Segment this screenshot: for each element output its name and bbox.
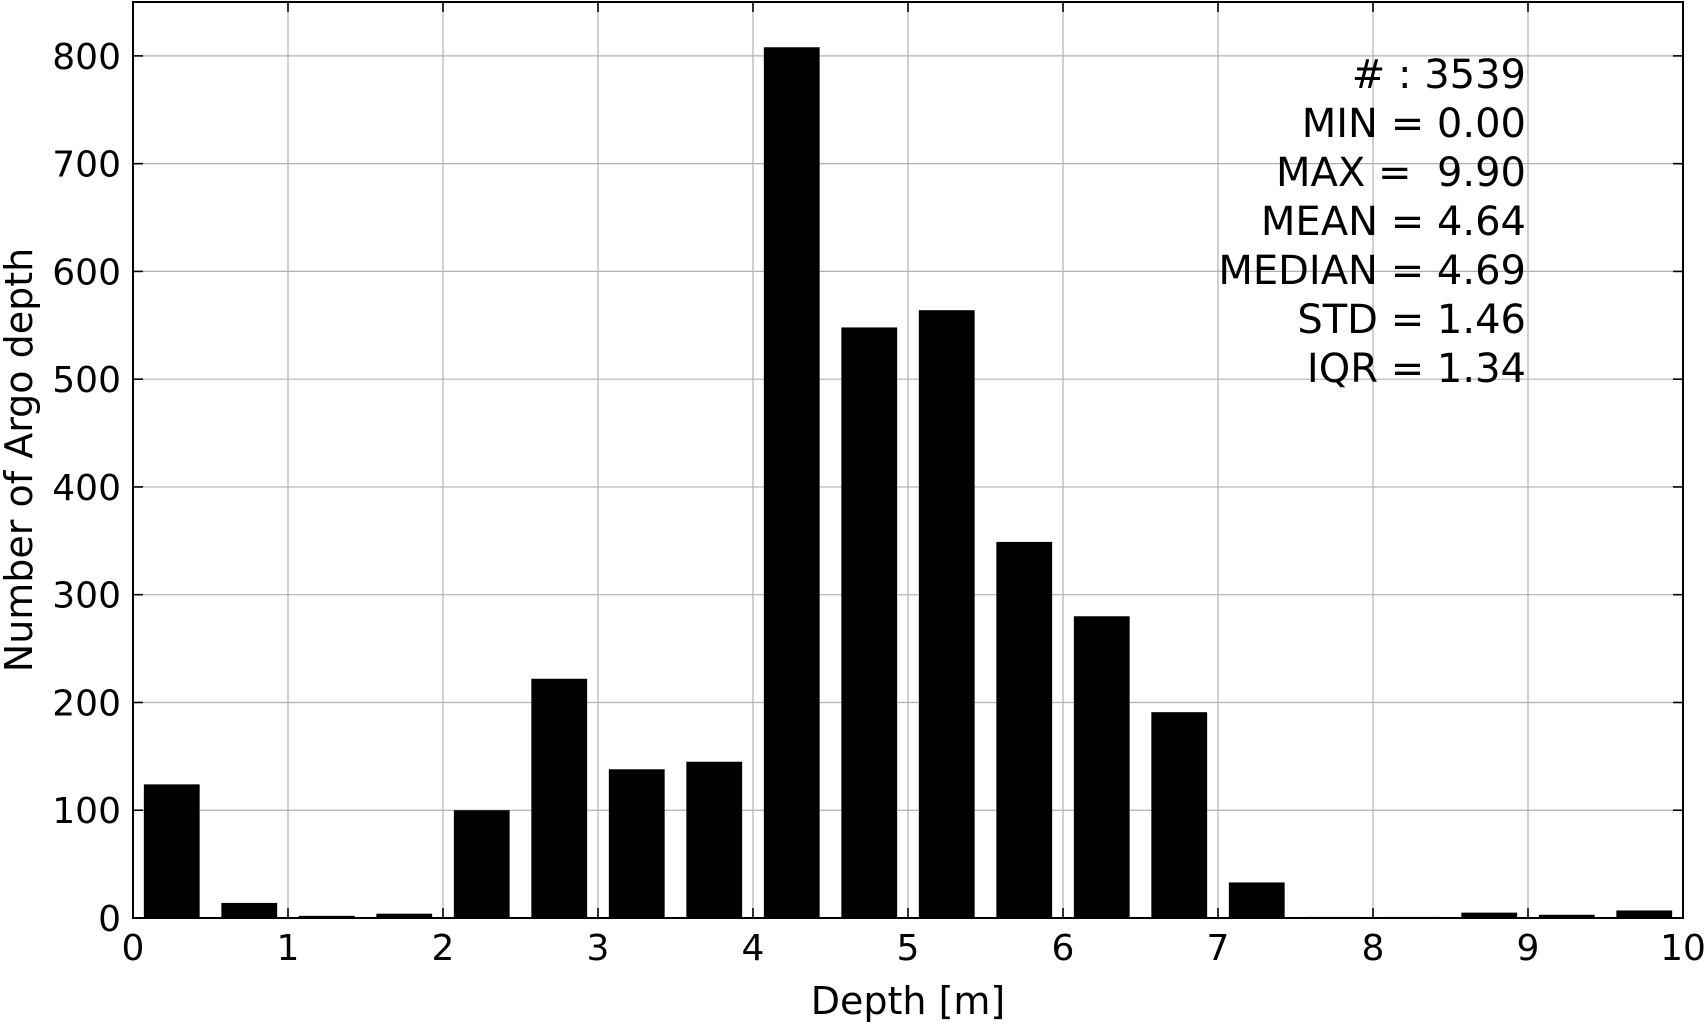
histogram-bar	[996, 541, 1053, 918]
y-tick-label: 600	[52, 252, 121, 293]
histogram-bar	[1616, 910, 1673, 918]
histogram-bar	[221, 902, 278, 918]
stats-line: STD = 1.46	[1297, 297, 1526, 343]
x-tick-label: 4	[742, 928, 765, 969]
stats-line: MEAN = 4.64	[1261, 199, 1526, 245]
x-axis-label: Depth [m]	[811, 979, 1006, 1023]
histogram-bar	[376, 913, 433, 918]
histogram-bar	[1228, 882, 1285, 918]
stats-line: IQR = 1.34	[1307, 346, 1526, 392]
x-tick-label: 2	[432, 928, 455, 969]
histogram-bar	[918, 310, 975, 919]
x-tick-label: 6	[1052, 928, 1075, 969]
x-tick-label: 5	[897, 928, 920, 969]
y-axis-label: Number of Argo depth	[0, 248, 41, 672]
x-tick-label: 3	[587, 928, 610, 969]
x-tick-label: 1	[277, 928, 300, 969]
y-tick-label: 100	[52, 791, 121, 832]
axis-ticks	[132, 2, 1684, 919]
histogram-bar	[608, 769, 665, 918]
stats-line: # : 3539	[1352, 52, 1526, 98]
x-tick-label: 8	[1362, 928, 1385, 969]
stats-line: MAX = 9.90	[1276, 150, 1526, 196]
y-tick-labels: 0 100 200 300 400 500 600 700 800	[52, 37, 121, 940]
x-tick-label: 7	[1207, 928, 1230, 969]
x-tick-labels: 0 1 2 3 4 5 6 7 8 9 10	[122, 928, 1705, 969]
y-tick-label: 300	[52, 576, 121, 617]
histogram-bar	[763, 47, 820, 919]
x-tick-label: 10	[1660, 928, 1705, 969]
histogram-bar	[453, 810, 510, 918]
y-tick-label: 700	[52, 145, 121, 186]
histogram-bar	[298, 915, 355, 918]
histogram-bar	[1151, 712, 1208, 918]
y-tick-label: 800	[52, 37, 121, 78]
histogram-bars	[143, 47, 1673, 919]
x-tick-label: 9	[1517, 928, 1540, 969]
y-tick-label: 500	[52, 360, 121, 401]
histogram-bar	[841, 327, 898, 918]
y-tick-label: 200	[52, 683, 121, 724]
histogram-bar	[531, 678, 588, 918]
x-tick-label: 0	[122, 928, 145, 969]
histogram-bar	[143, 784, 200, 918]
stats-line: MIN = 0.00	[1302, 101, 1526, 147]
y-tick-label: 0	[98, 899, 121, 940]
histogram-bar	[686, 761, 743, 918]
histogram-bar	[1538, 914, 1595, 918]
histogram-bar	[1073, 616, 1130, 918]
histogram-bar	[1461, 912, 1518, 918]
stats-line: MEDIAN = 4.69	[1218, 248, 1526, 294]
y-tick-label: 400	[52, 468, 121, 509]
